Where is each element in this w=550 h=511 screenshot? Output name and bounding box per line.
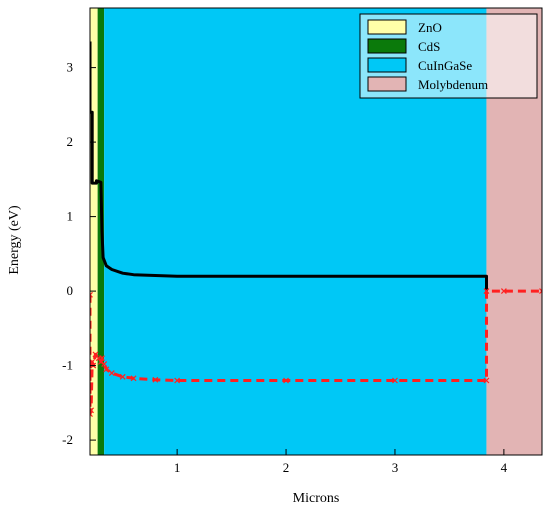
data-point-marker [130, 375, 137, 382]
plot-frame [89, 7, 543, 456]
data-point-marker [283, 377, 289, 384]
layer-bands [90, 8, 542, 455]
legend-label-cds: CdS [418, 39, 440, 54]
data-point-marker [483, 288, 490, 295]
legend-label-molybdenum: Molybdenum [418, 77, 488, 92]
x-axis-title: Microns [293, 491, 340, 506]
x-tick-label: 4 [501, 460, 508, 475]
layer-band-zno [90, 8, 98, 455]
data-point-marker [539, 288, 542, 295]
data-point-marker [392, 377, 398, 384]
y-axis-title: Energy (eV) [7, 205, 22, 275]
data-point-marker [483, 377, 490, 384]
legend-label-zno: ZnO [418, 20, 442, 35]
data-point-marker [103, 366, 110, 373]
legend-swatch-cds [367, 38, 407, 54]
data-point-marker [101, 361, 108, 368]
y-tick-label: -1 [62, 358, 73, 373]
axes: -2 -1 0 1 2 3 1 2 3 4 [62, 60, 507, 475]
conduction-band-line [90, 41, 488, 292]
data-point-marker [90, 407, 95, 414]
y-tick-label: 2 [67, 134, 74, 149]
data-point-marker [119, 373, 126, 380]
x-tick-label: 3 [392, 460, 399, 475]
data-point-marker [108, 370, 115, 376]
data-point-marker [99, 355, 105, 362]
x-tick-label: 1 [174, 460, 181, 475]
y-tick-label: 0 [67, 283, 74, 298]
y-tick-label: 3 [67, 60, 74, 75]
legend-swatch-molybdenum [367, 76, 407, 92]
data-point-marker [152, 376, 159, 383]
x-tick-label: 2 [283, 460, 290, 475]
legend: ZnO CdS CuInGaSe Molybdenum [359, 13, 538, 99]
legend-swatch-cuingase [367, 57, 407, 73]
data-point-marker [90, 411, 93, 417]
legend-label-cuingase: CuInGaSe [418, 58, 472, 73]
data-point-marker [90, 291, 93, 298]
y-tick-label: -2 [62, 432, 73, 447]
data-point-marker [174, 377, 181, 384]
data-point-marker [500, 288, 507, 295]
curves [90, 41, 542, 417]
legend-swatch-zno [367, 19, 407, 35]
y-tick-label: 1 [67, 209, 74, 224]
